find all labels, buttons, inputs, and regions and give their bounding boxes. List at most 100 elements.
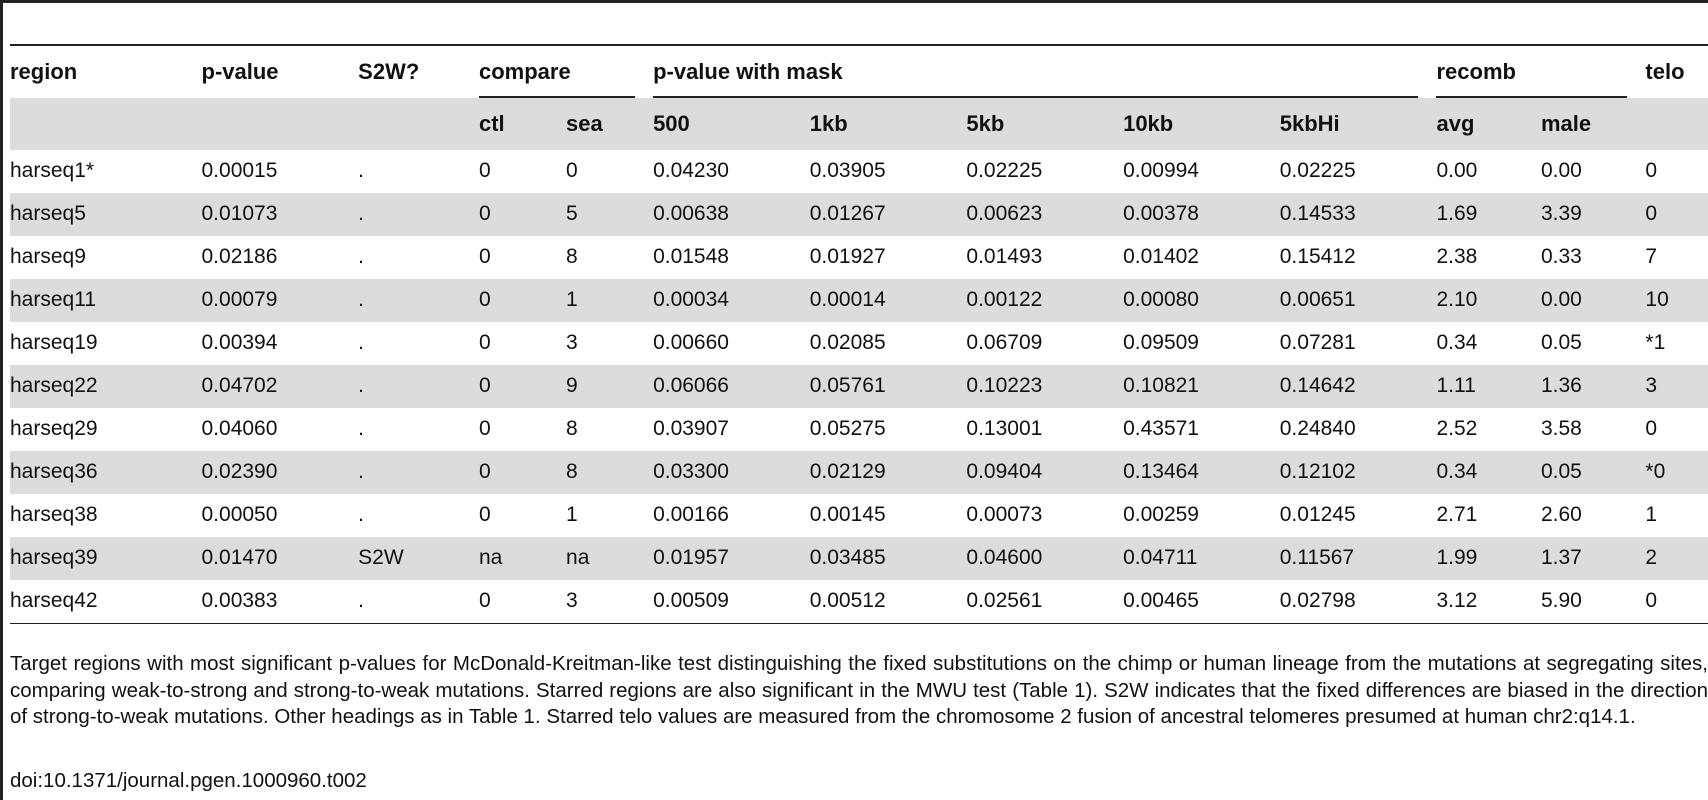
table-row: harseq36 0.02390. 0 8 0.03300 0.02129 0.09404 0… bbox=[10, 450, 1708, 494]
cell-telo: 10 bbox=[1645, 278, 1708, 322]
cell-ctl: 0 bbox=[479, 364, 567, 408]
cell-region: harseq22 bbox=[10, 364, 202, 408]
table-row: harseq29 0.04060. 0 8 0.03907 0.05275 0.13001 0… bbox=[10, 408, 1708, 451]
cell-avg: 0.34 bbox=[1436, 331, 1478, 354]
cell-m5kbhi: 0.01245 bbox=[1279, 503, 1356, 526]
subheader-empty-p-value bbox=[201, 97, 359, 150]
subheader-sea: sea bbox=[566, 97, 654, 150]
subheader-ctl: ctl bbox=[479, 97, 567, 150]
page-top-rule bbox=[0, 0, 1708, 3]
cell-p-value: 0.02186 bbox=[201, 245, 278, 268]
cell-s2w: . bbox=[358, 364, 479, 408]
cell-sea: 0 bbox=[566, 159, 578, 182]
cell-region: harseq11 bbox=[10, 278, 202, 322]
cell-p-value: 0.01470 bbox=[201, 536, 359, 580]
table-row: harseq9 0.02186. 0 8 0.01548 0.01927 0.01493 0.… bbox=[10, 236, 1708, 279]
cell-m1kb: 0.00014 bbox=[809, 278, 967, 322]
cell-s2w: . bbox=[358, 589, 365, 612]
cell-ctl: 0 bbox=[479, 192, 567, 236]
table-row: harseq1* 0.00015. 0 0 0.04230 0.03905 0.02225 0… bbox=[10, 150, 1708, 193]
cell-region: harseq5 bbox=[10, 192, 202, 236]
cell-sea: 9 bbox=[566, 364, 654, 408]
cell-m5kbhi: 0.02798 bbox=[1279, 589, 1356, 612]
table-bottom-rule bbox=[10, 622, 1708, 624]
cell-m10kb: 0.04711 bbox=[1123, 536, 1280, 580]
cell-region: harseq42 bbox=[10, 589, 98, 612]
cell-m5kbhi: 0.07281 bbox=[1279, 331, 1356, 354]
table-row: harseq5 0.01073. 0 5 0.00638 0.01267 0.00623 0.… bbox=[10, 192, 1708, 236]
cell-ctl: 0 bbox=[479, 450, 567, 494]
cell-m10kb: 0.00080 bbox=[1123, 278, 1280, 322]
cell-ctl: 0 bbox=[479, 589, 491, 612]
cell-m5kbhi: 0.12102 bbox=[1279, 450, 1437, 494]
cell-avg: 2.71 bbox=[1436, 503, 1478, 526]
subheader-1kb: 1kb bbox=[809, 97, 967, 150]
cell-telo: 7 bbox=[1645, 245, 1658, 268]
cell-m500: 0.00660 bbox=[653, 331, 729, 354]
subheader-5kbhi: 5kbHi bbox=[1279, 97, 1437, 150]
cell-m10kb: 0.00465 bbox=[1123, 589, 1199, 612]
cell-ctl: 0 bbox=[479, 503, 491, 526]
header-row-groups: region p-value S2W? compare p-value with… bbox=[10, 45, 1708, 98]
col-header-recomb-label: recomb bbox=[1436, 58, 1516, 84]
cell-region: harseq1* bbox=[10, 159, 95, 182]
col-header-p-value-with-mask: p-value with mask bbox=[653, 45, 1437, 98]
cell-m5kb: 0.02561 bbox=[966, 589, 1043, 612]
cell-region: harseq29 bbox=[10, 417, 98, 440]
cell-m500: 0.00166 bbox=[653, 503, 729, 526]
cell-avg: 2.52 bbox=[1436, 417, 1478, 440]
col-header-s2w: S2W? bbox=[358, 45, 479, 98]
cell-p-value: 0.00015 bbox=[201, 159, 278, 182]
cell-avg: 0.34 bbox=[1436, 450, 1541, 494]
cell-m10kb: 0.00378 bbox=[1123, 192, 1280, 236]
data-table: region p-value S2W? compare p-value with… bbox=[10, 45, 1708, 623]
cell-telo: *1 bbox=[1645, 331, 1666, 354]
cell-male: 3.39 bbox=[1540, 192, 1646, 236]
cell-m10kb: 0.10821 bbox=[1123, 364, 1280, 408]
cell-region: harseq38 bbox=[10, 503, 98, 526]
cell-m1kb: 0.02129 bbox=[809, 450, 967, 494]
table-row: harseq39 0.01470 S2W na na 0.01957 0.03485 0.04… bbox=[10, 536, 1708, 580]
cell-m5kb: 0.01493 bbox=[966, 245, 1043, 268]
cell-s2w: . bbox=[358, 245, 365, 268]
cell-male: 0.00 bbox=[1540, 159, 1582, 182]
col-header-recomb: recomb bbox=[1436, 45, 1646, 98]
cell-sea: 1 bbox=[566, 278, 654, 322]
cell-m1kb: 0.02085 bbox=[809, 331, 886, 354]
cell-telo: 2 bbox=[1645, 536, 1708, 580]
table-body: harseq1* 0.00015. 0 0 0.04230 0.03905 0.02225 0… bbox=[10, 150, 1708, 623]
cell-m10kb: 0.01402 bbox=[1123, 245, 1199, 268]
doi-text: doi:10.1371/journal.pgen.1000960.t002 bbox=[10, 769, 367, 792]
cell-m500: 0.06066 bbox=[653, 364, 810, 408]
cell-m5kbhi: 0.00651 bbox=[1279, 278, 1437, 322]
cell-p-value: 0.00383 bbox=[201, 589, 278, 612]
cell-s2w: . bbox=[358, 503, 365, 526]
cell-m5kbhi: 0.02225 bbox=[1279, 159, 1356, 182]
header-row-subcolumns: ctl sea 500 1kb 5kb 10kb 5kbHi avg male bbox=[10, 97, 1708, 150]
col-header-p-value: p-value bbox=[201, 45, 359, 98]
cell-m5kb: 0.06709 bbox=[966, 331, 1043, 354]
cell-p-value: 0.04060 bbox=[201, 417, 278, 440]
cell-m1kb: 0.01927 bbox=[809, 245, 886, 268]
cell-s2w: . bbox=[358, 450, 479, 494]
cell-male: 0.33 bbox=[1540, 245, 1582, 268]
cell-region: harseq36 bbox=[10, 450, 202, 494]
table-header: region p-value S2W? compare p-value with… bbox=[10, 45, 1708, 150]
cell-avg: 1.99 bbox=[1436, 536, 1541, 580]
cell-sea: 5 bbox=[566, 192, 654, 236]
cell-region: harseq39 bbox=[10, 536, 202, 580]
cell-sea: 8 bbox=[566, 417, 578, 440]
cell-p-value: 0.01073 bbox=[201, 192, 359, 236]
cell-telo: 0 bbox=[1645, 192, 1708, 236]
cell-avg: 1.11 bbox=[1436, 364, 1541, 408]
data-table-container: region p-value S2W? compare p-value with… bbox=[10, 44, 1708, 624]
cell-ctl: 0 bbox=[479, 331, 491, 354]
cell-p-value: 0.00394 bbox=[201, 331, 278, 354]
cell-m5kbhi: 0.14533 bbox=[1279, 192, 1437, 236]
cell-sea: na bbox=[566, 536, 654, 580]
cell-avg: 2.38 bbox=[1436, 245, 1478, 268]
cell-m10kb: 0.00259 bbox=[1123, 503, 1199, 526]
cell-m5kb: 0.13001 bbox=[966, 417, 1043, 440]
cell-m5kb: 0.04600 bbox=[966, 536, 1124, 580]
cell-m1kb: 0.00512 bbox=[809, 589, 886, 612]
